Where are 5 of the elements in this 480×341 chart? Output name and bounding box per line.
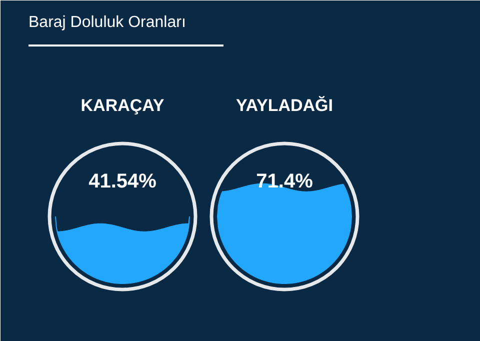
- category-label: YAYLADAĞI: [236, 95, 334, 115]
- data-label: 71.4%: [256, 170, 314, 192]
- category-label: KARAÇAY: [80, 96, 165, 115]
- text: Baraj Doluluk Oranları: [28, 14, 186, 31]
- data-label: 41.54%: [88, 170, 157, 192]
